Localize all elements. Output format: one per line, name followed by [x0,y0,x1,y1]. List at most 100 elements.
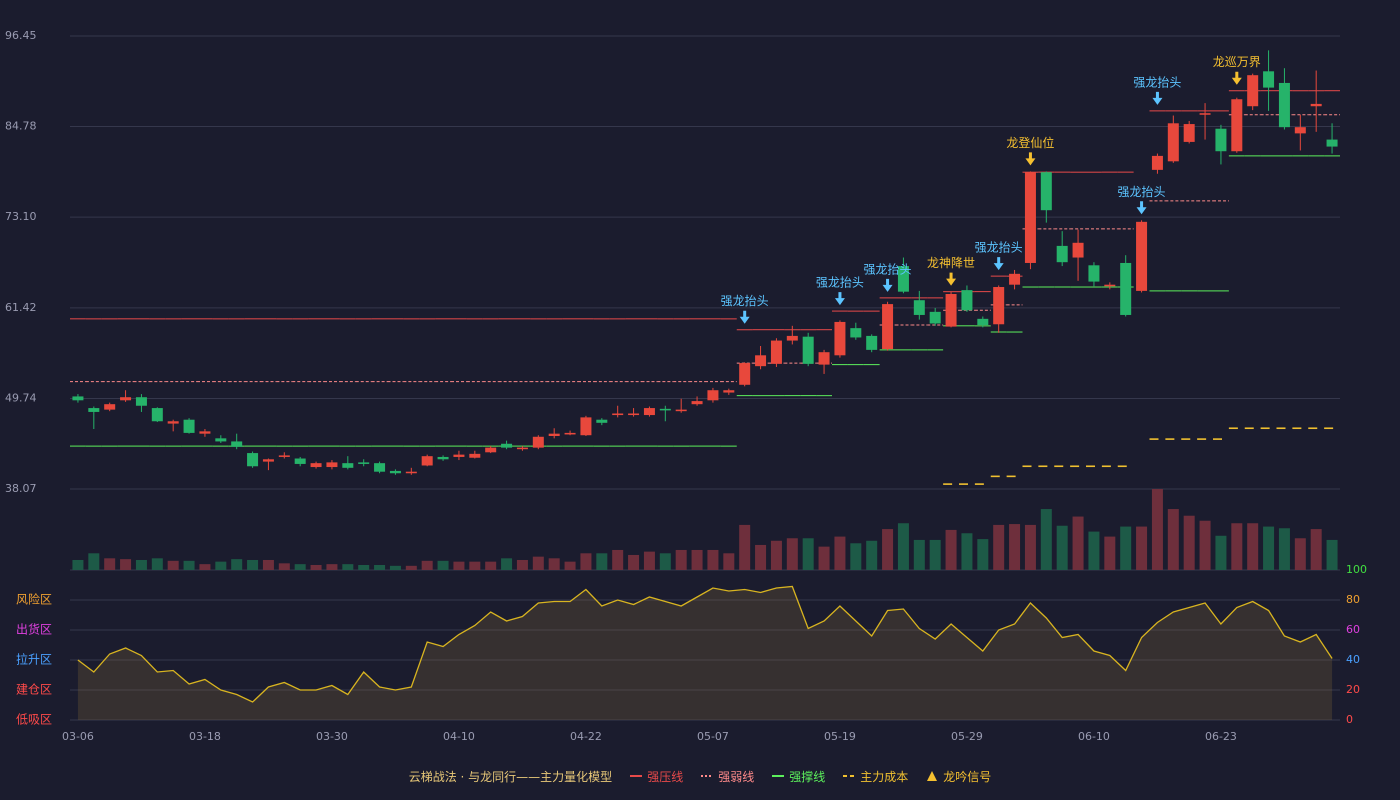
volume-bar [834,536,846,570]
candle-body [405,471,417,474]
y2-tick-label: 0 [1346,713,1353,726]
candle-body [1072,242,1084,258]
legend-swatch [927,771,938,781]
volume-bar [850,543,862,570]
candle-body [1088,265,1100,282]
volume-bar [1040,509,1052,570]
volume-bar [977,539,989,570]
candle-body [834,321,846,356]
volume-bar [675,549,687,570]
volume-bar [183,560,195,570]
volume-bar [1310,529,1322,570]
candle-body [453,454,465,457]
signal-label: 龙神降世 [927,256,975,270]
candle-body [1215,128,1227,152]
volume-bar [215,561,227,570]
legend-icon [843,775,856,777]
candle-body [342,463,354,468]
volume-bar [501,558,513,570]
candle-body [1104,284,1116,287]
candle-body [580,417,592,436]
volume-bar [628,554,640,570]
candle-body [262,459,274,462]
volume-bar [532,556,544,570]
candle-body [818,352,830,365]
volume-bar [882,529,894,570]
candle-body [929,311,941,324]
y2-tick-label: 20 [1346,683,1360,696]
candle-body [1120,262,1132,315]
x-tick-label: 04-22 [570,730,602,743]
candle-body [167,421,179,424]
candle-body [961,290,973,311]
signal-label: 强龙抬头 [1133,75,1181,89]
signal-arrow [1136,201,1147,215]
candle-body [374,463,386,472]
candle-body [548,433,560,437]
candle-body [151,408,163,422]
candle-body [1024,172,1036,263]
signal-label: 强龙抬头 [721,294,769,308]
signal-arrow [834,292,845,306]
legend-icon [927,771,938,781]
volume-bar [643,551,655,570]
volume-bar [469,561,481,570]
volume-bar [485,561,497,570]
candle-body [1310,103,1322,107]
volume-bar [310,564,322,570]
x-tick-label: 03-06 [62,730,94,743]
volume-bar [707,549,719,570]
candle-body [1183,124,1195,142]
legend-item: 强弱线 [701,768,754,785]
signal-label: 强龙抬头 [816,276,864,290]
x-tick-label: 05-07 [697,730,729,743]
volume-bar [548,558,560,570]
legend-item: 强撑线 [772,768,825,785]
y-tick-label: 96.45 [5,29,37,42]
oscillator-line [77,585,1333,703]
volume-bar [1120,526,1132,570]
candle-body [485,447,497,453]
zone-label: 拉升区 [16,652,52,667]
candle-body [1199,113,1211,115]
candle-body [120,397,132,401]
candle-body [104,404,116,410]
y2-tick-label: 80 [1346,593,1360,606]
candle-body [199,431,211,434]
volume-bar [421,560,433,570]
candle-body [913,300,925,315]
volume-bar [1056,525,1068,570]
volume-bar [739,524,751,570]
candle-body [469,453,481,458]
candle-body [278,455,290,457]
volume-bar [247,559,259,570]
candle-body [231,441,243,447]
candle-body [1247,75,1259,107]
candle-body [1009,273,1021,285]
volume-bar [1215,535,1227,570]
volume-bar [1024,524,1036,570]
volume-bar [135,559,147,570]
candle-body [1056,245,1068,263]
volume-bar [1136,526,1148,570]
candle-body [247,453,259,467]
volume-bar [151,558,163,570]
legend-label: 强撑线 [789,769,826,784]
volume-bar [993,524,1005,570]
signal-arrow [739,310,750,324]
signal-arrow [993,257,1004,271]
y2-tick-label: 40 [1346,653,1360,666]
candle-body [1294,127,1306,134]
candle-body [1278,82,1290,128]
y-tick-label: 73.10 [5,210,37,223]
candle-body [1326,139,1338,147]
volume-bar [612,549,624,570]
legend-item: 龙吟信号 [926,768,991,785]
volume-bar [659,553,671,570]
volume-bar [1072,516,1084,570]
volume-bar [294,564,306,570]
signal-label: 强龙抬头 [1118,185,1166,199]
volume-bar [405,565,417,570]
candle-body [135,397,147,406]
signal-arrow [946,272,957,286]
